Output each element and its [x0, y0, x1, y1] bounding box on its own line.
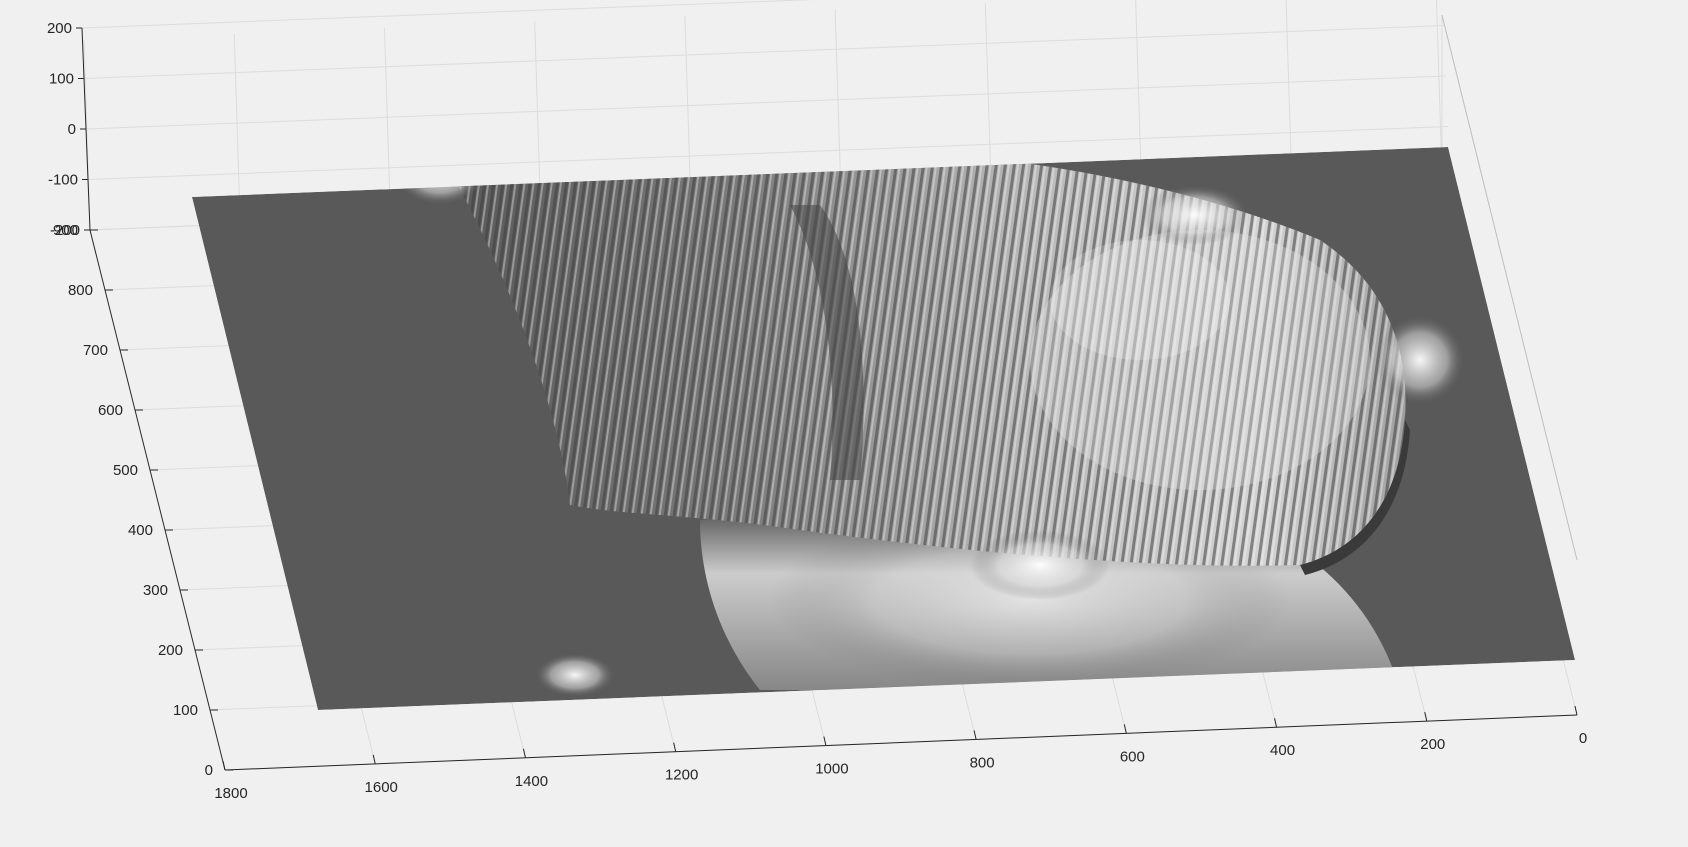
- x-tick-mark: [1274, 718, 1278, 728]
- wall-grid-line: [1435, 0, 1443, 176]
- x-tick-mark: [673, 742, 677, 752]
- wall-grid-line: [83, 25, 1445, 79]
- x-axis-ticks: 1800 1600 1400 1200 1000 800 600 400 200 0: [214, 705, 1587, 802]
- surface: [192, 147, 1575, 710]
- y-tick-label: 400: [128, 522, 153, 539]
- wall-grid-line: [81, 0, 814, 29]
- x-tick-label: 0: [1579, 730, 1587, 747]
- y-tick-label: 100: [173, 702, 198, 719]
- wall-grid-line: [383, 27, 391, 218]
- wall-grid-line: [684, 15, 692, 206]
- y-tick-label: 900: [53, 222, 78, 239]
- wall-grid-line: [233, 33, 241, 224]
- right-edge-line: [1441, 14, 1578, 561]
- x-tick-label: 800: [970, 754, 995, 771]
- y-tick-label: 0: [205, 762, 213, 779]
- y-tick-label: 700: [83, 342, 108, 359]
- x-tick-label: 1800: [214, 785, 247, 802]
- wall-grid-line: [1285, 0, 1293, 182]
- z-axis-ticks: 200 100 0 -100 -200: [47, 20, 90, 239]
- x-tick-mark: [973, 730, 977, 740]
- x-tick-label: 1000: [815, 761, 848, 778]
- y-axis-ticks: 0 100 200 300 400 500 600 700 800 900: [53, 222, 233, 779]
- x-tick-mark: [1424, 712, 1428, 722]
- x-tick-mark: [222, 760, 226, 771]
- x-tick-label: 1400: [515, 773, 548, 790]
- x-tick-mark: [1574, 705, 1578, 716]
- y-tick-label: 200: [158, 642, 183, 659]
- z-tick-label: -200: [50, 222, 80, 239]
- wall-grid-line: [85, 75, 1447, 130]
- y-tick-label: 300: [143, 582, 168, 599]
- z-tick-label: 200: [47, 20, 72, 37]
- wall-grid-line: [834, 9, 842, 200]
- x-tick-mark: [522, 748, 526, 758]
- x-tick-mark: [372, 754, 376, 764]
- x-axis-line: [224, 714, 1578, 771]
- y-tick-label: 800: [68, 282, 93, 299]
- x-tick-mark: [1123, 724, 1127, 734]
- x-tick-label: 1200: [665, 767, 698, 784]
- wall-grid-line: [984, 3, 992, 194]
- wall-grid-line: [534, 21, 542, 212]
- wall-grid-line: [1135, 0, 1143, 188]
- x-tick-mark: [823, 736, 827, 746]
- y-tick-label: 500: [113, 462, 138, 479]
- x-tick-label: 200: [1420, 736, 1445, 753]
- z-tick-label: -100: [48, 172, 78, 189]
- x-tick-label: 1600: [365, 779, 398, 796]
- z-tick-label: 100: [49, 71, 74, 88]
- x-tick-label: 400: [1270, 742, 1295, 759]
- x-tick-label: 600: [1120, 748, 1145, 765]
- y-tick-label: 600: [98, 402, 123, 419]
- z-tick-label: 0: [68, 121, 76, 138]
- wall-grid-line: [87, 126, 1449, 180]
- y-axis-line: [89, 229, 226, 771]
